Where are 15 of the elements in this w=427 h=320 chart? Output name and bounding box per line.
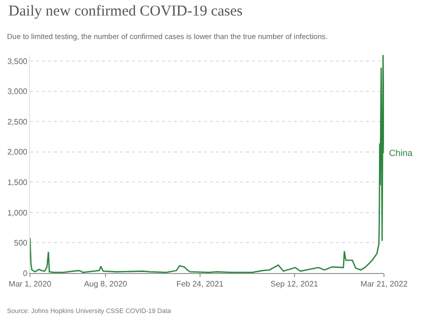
x-tick-label: Aug 8, 2020 (84, 280, 128, 289)
y-tick-label: 0 (22, 268, 28, 278)
y-tick-label: 2,500 (7, 117, 28, 126)
x-tick-label: Feb 24, 2021 (176, 280, 224, 289)
x-tick-label: Mar 21, 2022 (360, 280, 408, 289)
y-tick-label: 3,500 (7, 56, 28, 66)
y-tick-label: 2,000 (7, 148, 28, 157)
y-tick-label: 500 (14, 238, 28, 248)
y-tick-label: 1,500 (7, 178, 28, 187)
series-label: China (389, 148, 413, 158)
x-tick-label: Mar 1, 2020 (8, 280, 52, 289)
chart-title: Daily new confirmed COVID-19 cases (8, 3, 243, 20)
y-tick-label: 1,000 (7, 208, 28, 218)
x-tick-label: Sep 12, 2021 (270, 280, 319, 289)
y-tick-label: 3,000 (7, 87, 28, 96)
